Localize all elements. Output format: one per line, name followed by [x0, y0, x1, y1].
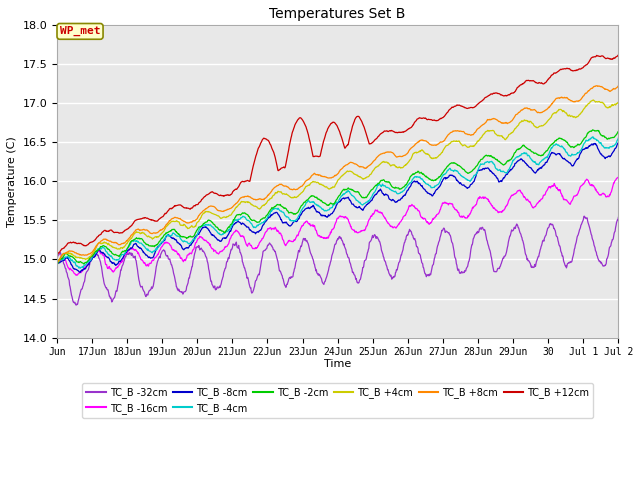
Line: TC_B +4cm: TC_B +4cm [57, 100, 618, 262]
Y-axis label: Temperature (C): Temperature (C) [7, 136, 17, 227]
TC_B -16cm [128, 246, 136, 252]
TC_B -4cm [128, 238, 136, 244]
TC_B +4cm [296, 191, 304, 197]
TC_B -16cm [614, 175, 622, 180]
TC_B -32cm [580, 213, 588, 219]
TC_B -2cm [614, 129, 622, 134]
TC_B -8cm [297, 212, 305, 218]
TC_B +8cm [243, 193, 250, 199]
TC_B +8cm [148, 230, 156, 236]
TC_B -2cm [53, 262, 61, 268]
TC_B +8cm [53, 260, 61, 265]
TC_B +12cm [614, 52, 622, 58]
TC_B -4cm [148, 250, 156, 255]
TC_B -4cm [243, 217, 250, 223]
TC_B -4cm [297, 209, 305, 215]
TC_B -16cm [360, 227, 368, 233]
TC_B +4cm [614, 99, 622, 105]
Line: TC_B -16cm: TC_B -16cm [57, 177, 618, 276]
TC_B +4cm [53, 259, 61, 265]
TC_B +4cm [243, 199, 250, 205]
TC_B -2cm [243, 211, 250, 217]
TC_B +12cm [53, 252, 61, 257]
TC_B -8cm [53, 262, 61, 267]
TC_B -32cm [243, 273, 250, 279]
TC_B -2cm [296, 204, 304, 210]
TC_B +8cm [127, 232, 135, 238]
TC_B -16cm [297, 225, 305, 231]
TC_B +4cm [360, 176, 367, 182]
TC_B +12cm [296, 115, 304, 120]
TC_B +4cm [148, 235, 156, 240]
TC_B +8cm [593, 83, 600, 89]
TC_B -4cm [77, 265, 84, 271]
TC_B +12cm [360, 123, 367, 129]
TC_B +12cm [127, 223, 135, 228]
TC_B +8cm [296, 184, 304, 190]
TC_B -8cm [243, 224, 250, 230]
TC_B +12cm [148, 217, 156, 223]
TC_B -32cm [53, 256, 61, 262]
TC_B -32cm [128, 251, 136, 256]
TC_B +12cm [243, 178, 250, 184]
TC_B -16cm [614, 174, 621, 180]
TC_B -8cm [614, 140, 622, 146]
TC_B -8cm [148, 255, 156, 261]
TC_B -32cm [297, 243, 305, 249]
TC_B -4cm [360, 201, 368, 207]
Line: TC_B -32cm: TC_B -32cm [57, 216, 618, 305]
TC_B -2cm [127, 238, 135, 244]
TC_B -2cm [360, 195, 367, 201]
TC_B -32cm [360, 260, 368, 265]
TC_B -32cm [72, 302, 80, 308]
TC_B -2cm [589, 127, 596, 133]
Legend: TC_B -32cm, TC_B -16cm, TC_B -8cm, TC_B -4cm, TC_B -2cm, TC_B +4cm, TC_B +8cm, T: TC_B -32cm, TC_B -16cm, TC_B -8cm, TC_B … [83, 383, 593, 418]
TC_B +12cm [348, 125, 356, 131]
TC_B +8cm [360, 165, 367, 170]
TC_B -8cm [128, 245, 136, 251]
TC_B -16cm [243, 242, 250, 248]
TC_B +8cm [348, 160, 356, 166]
Text: WP_met: WP_met [60, 26, 100, 36]
TC_B -8cm [614, 140, 621, 146]
TC_B -32cm [148, 286, 156, 291]
TC_B -2cm [148, 243, 156, 249]
Line: TC_B -2cm: TC_B -2cm [57, 130, 618, 265]
Line: TC_B -8cm: TC_B -8cm [57, 143, 618, 272]
TC_B -4cm [589, 134, 597, 140]
TC_B +8cm [614, 83, 622, 89]
TC_B -16cm [148, 258, 156, 264]
TC_B +4cm [127, 236, 135, 241]
Title: Temperatures Set B: Temperatures Set B [269, 7, 406, 21]
TC_B -16cm [349, 227, 356, 232]
TC_B -8cm [360, 205, 368, 211]
TC_B -16cm [72, 273, 80, 278]
Line: TC_B +8cm: TC_B +8cm [57, 86, 618, 263]
TC_B -32cm [349, 269, 356, 275]
TC_B -4cm [349, 192, 356, 198]
TC_B -4cm [614, 135, 622, 141]
TC_B -2cm [348, 187, 356, 193]
Line: TC_B +12cm: TC_B +12cm [57, 55, 618, 254]
TC_B -32cm [614, 215, 622, 220]
Line: TC_B -4cm: TC_B -4cm [57, 137, 618, 268]
TC_B -8cm [77, 269, 84, 275]
X-axis label: Time: Time [324, 359, 351, 369]
TC_B +4cm [589, 97, 597, 103]
TC_B -16cm [53, 259, 61, 265]
TC_B +4cm [348, 169, 356, 175]
TC_B -4cm [53, 261, 61, 267]
TC_B -8cm [349, 201, 356, 207]
